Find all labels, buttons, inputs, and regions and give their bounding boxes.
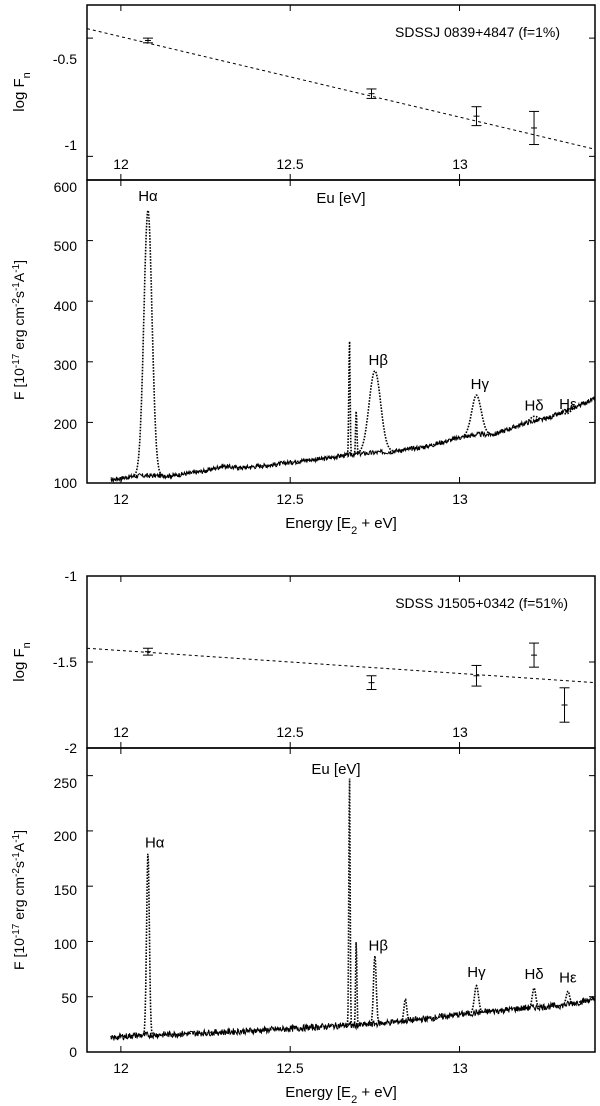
ytick-label: -1.5 bbox=[53, 654, 77, 670]
ytick-label: -0.5 bbox=[53, 51, 77, 67]
ytick-label: 50 bbox=[61, 990, 77, 1006]
spectrum-1-xticks: 12 12.5 13 bbox=[113, 491, 468, 507]
plot-frame-spectrum-1 bbox=[86, 179, 596, 484]
emission-line-label: Hγ bbox=[471, 376, 490, 393]
xtick-label: 12.5 bbox=[276, 1060, 303, 1076]
emission-line-label: Hα bbox=[138, 188, 158, 205]
ytick-label: 600 bbox=[54, 179, 78, 195]
ytick-label: 100 bbox=[54, 475, 78, 491]
spectrum-2-xlabel: Energy [E2 + eV] bbox=[285, 1084, 397, 1106]
ytick-label: -1 bbox=[65, 568, 78, 584]
spectrum-2-xticks: 12 12.5 13 bbox=[113, 1060, 468, 1076]
xtick-label: 12.5 bbox=[276, 156, 303, 172]
photometry-1-marks bbox=[86, 5, 596, 180]
spectrum-2-top-xlabel: Eu [eV] bbox=[311, 761, 360, 778]
data-point bbox=[366, 88, 377, 99]
panel-photometry-1: SDSSJ 0839+4847 (f=1%) log Fn -0.5 -1 12… bbox=[11, 4, 596, 181]
data-point bbox=[471, 106, 482, 127]
data-point bbox=[142, 37, 153, 44]
emission-line-label: Hβ bbox=[369, 937, 389, 954]
ytick-label: 400 bbox=[54, 298, 78, 314]
xtick-label: 13 bbox=[452, 724, 468, 740]
ytick-label: -1 bbox=[65, 137, 78, 153]
ytick-label: -2 bbox=[65, 740, 78, 756]
emission-line-label: Hε bbox=[559, 396, 577, 413]
spectrum-1-top-xlabel: Eu [eV] bbox=[316, 190, 365, 207]
fit-line bbox=[86, 28, 596, 150]
spectrum-2-ylabel: F [10-17 erg cm-2s-1A-1] bbox=[11, 830, 28, 970]
xtick-label: 13 bbox=[452, 491, 468, 507]
spectrum-1-yticks: 100 200 300 400 500 600 bbox=[54, 179, 78, 491]
annotation-object-2: SDSS J1505+0342 (f=51%) bbox=[395, 595, 568, 611]
photometry-2-yticks: -1 -1.5 -2 bbox=[53, 568, 77, 756]
emission-line-model bbox=[110, 778, 596, 1040]
photometry-1-ylabel: log Fn bbox=[11, 72, 33, 111]
emission-line-model bbox=[110, 207, 596, 481]
panel-photometry-2: SDSS J1505+0342 (f=51%) log Fn -1 -1.5 -… bbox=[11, 568, 596, 756]
annotation-object-1: SDSSJ 0839+4847 (f=1%) bbox=[395, 24, 560, 40]
xtick-label: 12 bbox=[113, 491, 129, 507]
panel-spectrum-1: Eu [eV] F [10-17 erg cm-2s-1A-1] 100 200… bbox=[11, 179, 596, 537]
emission-line-label: Hγ bbox=[467, 964, 486, 981]
emission-line-label: Hε bbox=[559, 969, 577, 986]
observed-spectrum bbox=[110, 995, 596, 1041]
xtick-label: 13 bbox=[452, 156, 468, 172]
ytick-label: 0 bbox=[69, 1044, 77, 1060]
panel-spectrum-2: Eu [eV] F [10-17 erg cm-2s-1A-1] 0 50 10… bbox=[11, 747, 596, 1106]
photometry-1-xticks: 12 12.5 13 bbox=[113, 156, 468, 172]
plot-frame-spectrum-2 bbox=[86, 747, 596, 1053]
fit-line bbox=[86, 647, 596, 684]
photometry-2-marks bbox=[86, 575, 596, 749]
data-point bbox=[471, 664, 482, 687]
ytick-label: 250 bbox=[54, 775, 78, 791]
xtick-label: 12 bbox=[113, 156, 129, 172]
photometry-2-xticks: 12 12.5 13 bbox=[113, 724, 468, 740]
data-point bbox=[142, 647, 153, 656]
data-point bbox=[366, 675, 377, 691]
xtick-label: 12 bbox=[113, 1060, 129, 1076]
ytick-label: 200 bbox=[54, 828, 78, 844]
emission-line-label: Hδ bbox=[524, 397, 543, 414]
ytick-label: 300 bbox=[54, 357, 78, 373]
spectrum-2-marks: Hα Hβ Hγ Hδ Hε bbox=[87, 748, 596, 1053]
xtick-label: 12.5 bbox=[276, 724, 303, 740]
data-point bbox=[529, 110, 540, 146]
photometry-1-yticks: -0.5 -1 bbox=[53, 51, 77, 153]
ytick-label: 150 bbox=[54, 882, 78, 898]
ytick-label: 500 bbox=[54, 238, 78, 254]
photometry-2-ylabel: log Fn bbox=[11, 642, 33, 681]
emission-line-label: Hδ bbox=[524, 966, 543, 983]
spectrum-1-marks: Hα Hβ Hγ Hδ Hε bbox=[87, 179, 596, 484]
observed-spectrum bbox=[110, 396, 596, 484]
xtick-label: 12.5 bbox=[276, 491, 303, 507]
emission-line-label: Hβ bbox=[369, 352, 389, 369]
emission-line-label: Hα bbox=[145, 834, 165, 851]
spectrum-2-yticks: 0 50 100 150 200 250 bbox=[54, 775, 78, 1060]
ytick-label: 200 bbox=[54, 416, 78, 432]
xtick-label: 12 bbox=[113, 724, 129, 740]
data-point bbox=[559, 687, 570, 723]
spectrum-1-xlabel: Energy [E2 + eV] bbox=[285, 515, 397, 537]
spectrum-1-ylabel: F [10-17 erg cm-2s-1A-1] bbox=[11, 260, 28, 400]
ytick-label: 100 bbox=[54, 936, 78, 952]
xtick-label: 13 bbox=[452, 1060, 468, 1076]
data-point bbox=[529, 642, 540, 668]
